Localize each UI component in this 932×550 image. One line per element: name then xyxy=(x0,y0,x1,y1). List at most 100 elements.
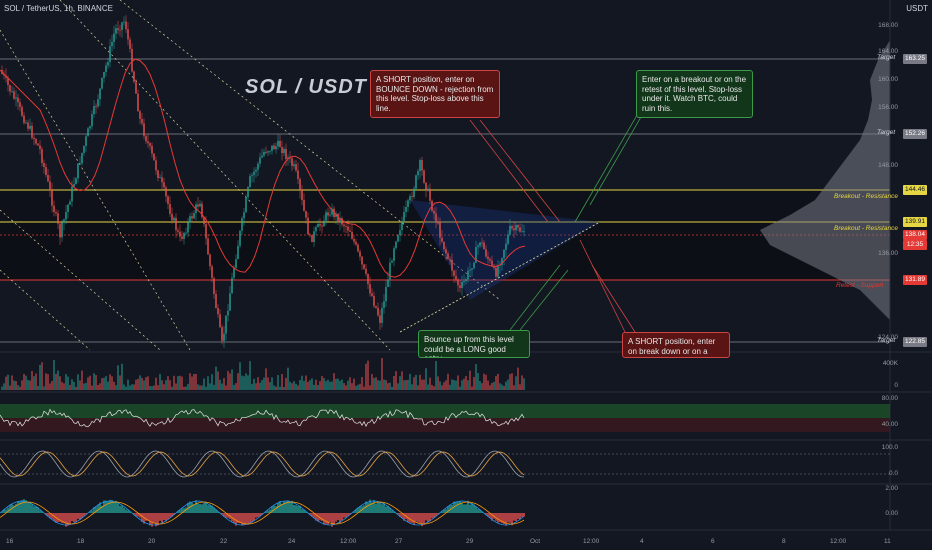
volume-bar xyxy=(141,377,143,390)
volume-bar xyxy=(315,379,317,390)
macd-histogram-bar xyxy=(247,513,249,525)
volume-bar xyxy=(493,381,495,390)
candle-body xyxy=(133,71,135,82)
candle-body xyxy=(163,182,165,188)
candle-body xyxy=(13,91,15,99)
macd-histogram-bar xyxy=(513,513,515,521)
macd-histogram-bar xyxy=(77,513,79,519)
volume-bar xyxy=(507,379,509,390)
candle-body xyxy=(387,279,389,287)
volume-bar xyxy=(155,377,157,390)
volume-bar xyxy=(193,374,195,390)
macd-histogram-bar xyxy=(223,513,225,517)
candle-body xyxy=(71,186,73,202)
short-entry-note-top[interactable]: A SHORT position, enter on BOUNCE DOWN -… xyxy=(370,70,500,118)
candle-body xyxy=(497,265,499,277)
volume-bar xyxy=(433,386,435,390)
volume-bar xyxy=(169,380,171,390)
candle-body xyxy=(265,151,267,153)
volume-bar xyxy=(261,380,263,390)
volume-bar xyxy=(363,386,365,390)
macd-histogram-bar xyxy=(503,513,505,525)
volume-bar xyxy=(347,380,349,390)
breakout-resistance-label: Breakout - Resistance xyxy=(834,225,898,232)
short-entry-note-bottom[interactable]: A SHORT position, enter on break down or… xyxy=(622,332,730,358)
candle-body xyxy=(181,236,183,239)
candle-body xyxy=(113,33,115,42)
candle-body xyxy=(69,201,71,205)
macd-histogram-bar xyxy=(165,513,167,522)
candle-body xyxy=(491,260,493,266)
macd-histogram-bar xyxy=(171,513,173,517)
macd-histogram-bar xyxy=(9,504,11,513)
price-tag-resistance-144: 144.46 xyxy=(903,185,927,195)
candle-body xyxy=(223,333,225,341)
candle-body xyxy=(471,268,473,270)
candle-body xyxy=(79,163,81,165)
macd-histogram-bar xyxy=(79,513,81,520)
macd-histogram-bar xyxy=(233,513,235,524)
candle-body xyxy=(49,181,51,191)
candle-body xyxy=(93,106,95,115)
candle-body xyxy=(59,223,61,238)
macd-histogram-bar xyxy=(159,513,161,521)
macd-histogram-bar xyxy=(147,513,149,521)
candle-body xyxy=(485,249,487,257)
volume-bar xyxy=(219,379,221,390)
macd-histogram-bar xyxy=(253,513,255,521)
volume-bar xyxy=(381,358,383,390)
volume-bar xyxy=(185,386,187,390)
candle-body xyxy=(427,188,429,191)
volume-bar xyxy=(399,376,401,390)
candle-body xyxy=(411,196,413,198)
macd-histogram-bar xyxy=(135,513,137,517)
volume-bar xyxy=(343,383,345,390)
macd-histogram-bar xyxy=(221,513,223,515)
candle-body xyxy=(357,244,359,252)
volume-bar xyxy=(265,368,267,390)
volume-bar xyxy=(509,374,511,390)
macd-histogram-bar xyxy=(355,509,357,513)
channel-lines xyxy=(0,0,501,351)
candle-body xyxy=(509,226,511,235)
candle-body xyxy=(73,184,75,187)
macd-histogram-bar xyxy=(5,509,7,513)
macd-histogram-bar xyxy=(423,513,425,525)
candle-body xyxy=(17,97,19,103)
candle-body xyxy=(27,122,29,129)
macd-histogram-bar xyxy=(105,500,107,513)
macd-histogram-bar xyxy=(507,513,509,523)
candle-body xyxy=(267,151,269,153)
macd-histogram-bar xyxy=(393,511,395,513)
macd-histogram-bar xyxy=(153,513,155,523)
volume-bar xyxy=(45,373,47,390)
macd-histogram-bar xyxy=(173,513,175,515)
long-entry-note-top[interactable]: Enter on a breakout or on the retest of … xyxy=(636,70,753,118)
volume-bar xyxy=(467,380,469,390)
candle-body xyxy=(399,230,401,235)
candle-body xyxy=(303,200,305,211)
candle-body xyxy=(97,99,99,107)
volume-bar xyxy=(229,373,231,390)
last-price-tag: 138.04 xyxy=(903,230,927,240)
volume-bar xyxy=(75,386,77,390)
macd-histogram-bar xyxy=(491,513,493,521)
macd-histogram-bar xyxy=(1,511,3,513)
symbol-header[interactable]: SOL / TetherUS, 1h, BINANCE xyxy=(4,4,113,13)
long-entry-note-bottom[interactable]: Bounce up from this level could be a LON… xyxy=(418,330,530,358)
volume-bar xyxy=(349,377,351,390)
volume-bar xyxy=(209,383,211,390)
macd-histogram-bar xyxy=(445,509,447,513)
candle-body xyxy=(55,211,57,214)
macd-histogram-bar xyxy=(339,513,341,524)
volume-bar xyxy=(245,373,247,390)
candle-body xyxy=(455,275,457,280)
volume-bar xyxy=(289,381,291,390)
volume-bar xyxy=(385,380,387,390)
macd-histogram-bar xyxy=(369,499,371,513)
candle-body xyxy=(313,231,315,242)
candle-body xyxy=(25,122,27,124)
candle-body xyxy=(141,118,143,124)
macd-histogram-bar xyxy=(419,513,421,524)
